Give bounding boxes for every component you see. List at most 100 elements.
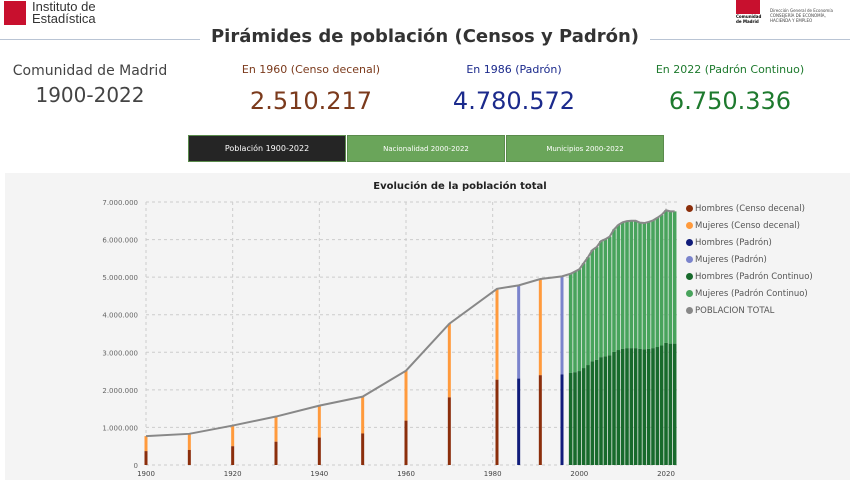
bar-hombres [607, 355, 612, 465]
bar-mujeres [517, 285, 521, 379]
legend-item[interactable]: Hombres (Padrón) [686, 234, 813, 251]
bar-mujeres [659, 214, 664, 346]
bar-hombres [581, 368, 586, 465]
legend-marker-icon [686, 307, 693, 314]
legend-item[interactable]: Mujeres (Padrón) [686, 251, 813, 268]
bar-mujeres [625, 221, 629, 349]
y-tick-label: 4.000.000 [102, 312, 138, 320]
bar-hombres [187, 449, 191, 465]
legend-marker-icon [686, 205, 693, 212]
chart-legend: Hombres (Censo decenal) Mujeres (Censo de… [686, 200, 813, 319]
total-population-line [145, 209, 675, 438]
divider [650, 39, 850, 40]
bar-hombres [573, 372, 577, 465]
bar-mujeres [568, 273, 573, 373]
legend-item[interactable]: Mujeres (Censo decenal) [686, 217, 813, 234]
legend-marker-icon [686, 222, 693, 229]
bar-mujeres [495, 288, 499, 380]
bar-hombres [672, 343, 677, 465]
bar-hombres [538, 375, 542, 465]
bar-mujeres [586, 257, 590, 366]
bar-hombres [447, 397, 451, 465]
y-tick-label: 2.000.000 [102, 387, 138, 395]
bar-mujeres [599, 241, 603, 358]
bar-hombres [629, 348, 634, 465]
bar-hombres [517, 378, 521, 465]
bar-hombres [599, 357, 603, 465]
bar-hombres [231, 446, 235, 465]
legend-marker-icon [686, 290, 693, 297]
bar-mujeres [633, 220, 638, 349]
logo-text-line: Estadística [32, 11, 96, 26]
bar-mujeres [607, 236, 612, 356]
legend-item[interactable]: Hombres (Censo decenal) [686, 200, 813, 217]
legend-marker-icon [686, 239, 693, 246]
tab-poblacion[interactable]: Población 1900-2022 [188, 135, 346, 162]
bar-hombres [144, 451, 148, 465]
bar-mujeres [590, 250, 595, 362]
bar-mujeres [642, 223, 647, 350]
bar-hombres [612, 351, 616, 465]
tab-nacionalidad[interactable]: Nacionalidad 2000-2022 [347, 135, 505, 162]
x-tick-label: 1940 [310, 470, 328, 478]
bar-mujeres [187, 433, 191, 450]
bar-mujeres [655, 217, 660, 348]
legend-item[interactable]: POBLACION TOTAL [686, 302, 813, 319]
bar-mujeres [620, 222, 625, 349]
bar-mujeres [577, 269, 582, 372]
bar-hombres [274, 441, 278, 465]
bar-hombres [642, 349, 647, 465]
bar-hombres [577, 371, 582, 465]
bar-mujeres [231, 425, 235, 447]
bar-mujeres [560, 276, 564, 375]
bar-hombres [664, 342, 668, 465]
bar-hombres [603, 356, 608, 465]
legend-item[interactable]: Mujeres (Padrón Continuo) [686, 285, 813, 302]
bar-mujeres [144, 436, 148, 452]
bar-mujeres [317, 405, 321, 438]
bar-mujeres [538, 279, 542, 376]
y-tick-label: 3.000.000 [102, 349, 138, 357]
bar-hombres [659, 345, 664, 465]
ine-logo: Instituto de Estadística [4, 0, 96, 26]
bar-mujeres [581, 263, 586, 369]
tab-municipios[interactable]: Municipios 2000-2022 [506, 135, 664, 162]
chart-panel [5, 173, 850, 480]
bar-hombres [568, 372, 573, 465]
bar-hombres [646, 348, 651, 465]
region-period: 1900-2022 [35, 83, 145, 107]
y-tick-label: 5.000.000 [102, 274, 138, 282]
x-tick-label: 1900 [137, 470, 155, 478]
bar-mujeres [612, 229, 616, 352]
bar-hombres [495, 379, 499, 465]
bar-hombres [655, 347, 660, 465]
y-tick-label: 6.000.000 [102, 237, 138, 245]
bar-mujeres [616, 224, 621, 351]
logo-text-line: Instituto de [32, 0, 96, 14]
bar-mujeres [646, 221, 651, 349]
x-tick-label: 1960 [397, 470, 415, 478]
divider [0, 39, 200, 40]
x-tick-label: 1920 [224, 470, 242, 478]
bar-hombres [616, 350, 621, 465]
bar-hombres [560, 374, 564, 465]
y-tick-label: 0 [134, 462, 138, 470]
bar-mujeres [404, 370, 408, 421]
legend-marker-icon [686, 256, 693, 263]
bar-hombres [620, 348, 625, 465]
bar-mujeres [629, 220, 634, 349]
bar-hombres [404, 420, 408, 465]
bar-mujeres [672, 211, 677, 344]
y-tick-label: 1.000.000 [102, 424, 138, 432]
bar-mujeres [668, 211, 673, 344]
bar-mujeres [447, 323, 451, 398]
legend-item[interactable]: Hombres (Padrón Continuo) [686, 268, 813, 285]
page-title: Pirámides de población (Censos y Padrón) [210, 26, 640, 47]
bar-hombres [590, 361, 595, 465]
y-tick-label: 7.000.000 [102, 199, 138, 207]
x-tick-label: 2000 [570, 470, 588, 478]
comunidad-madrid-logo: Comunidad de Madrid Dirección General de … [736, 0, 842, 24]
bar-mujeres [274, 416, 278, 442]
legend-marker-icon [686, 273, 693, 280]
